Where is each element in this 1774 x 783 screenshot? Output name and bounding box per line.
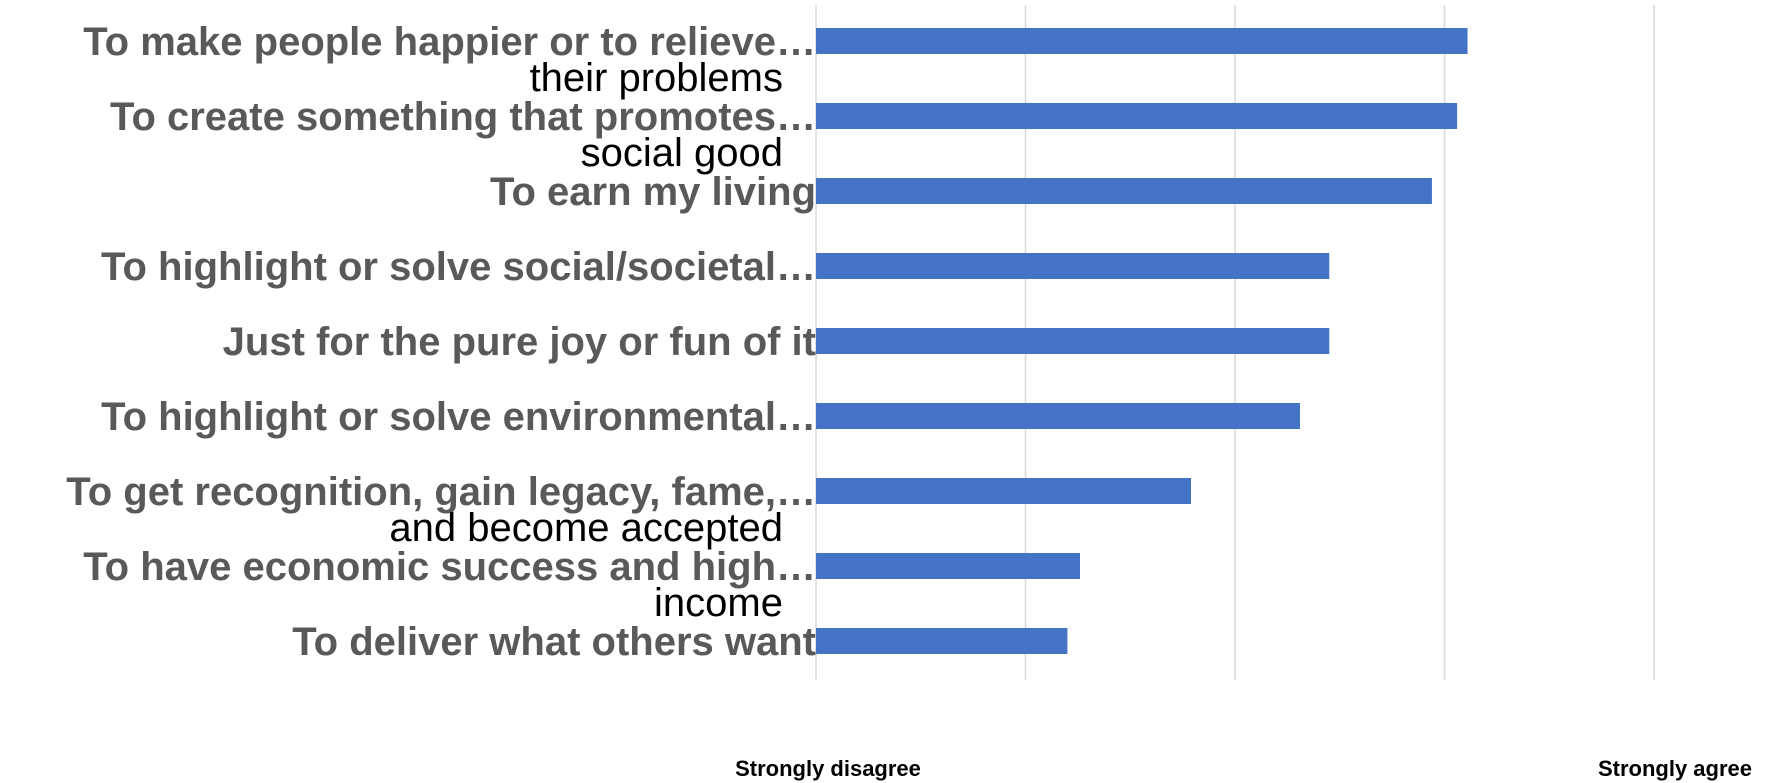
category-label-8: To deliver what others want [292,620,816,664]
x-axis-min-label: Strongly disagree [735,756,921,781]
category-label-3: To highlight or solve social/societal… [101,245,816,289]
bars [816,28,1468,654]
bar-7 [816,553,1080,579]
category-label-continuation-7: income [654,581,783,625]
category-label-continuation-6: and become accepted [389,506,783,550]
category-label-5: To highlight or solve environmental… [101,395,816,439]
bar-6 [816,478,1192,504]
bar-3 [816,253,1330,279]
bar-1 [816,103,1458,129]
bar-5 [816,403,1300,429]
bar-4 [816,328,1330,354]
category-label-0: To make people happier or to relieve… [83,20,816,64]
x-axis-max-label: Strongly agree [1598,756,1752,781]
bar-8 [816,628,1068,654]
category-label-7: To have economic success and high… [83,545,816,589]
x-axis: Strongly disagree Strongly agree [735,756,1752,781]
category-label-4: Just for the pure joy or fun of it [223,320,816,364]
category-labels: To make people happier or to relieve…the… [66,20,816,664]
bar-0 [816,28,1468,54]
category-label-continuation-1: social good [581,131,783,175]
category-label-2: To earn my living [490,170,816,214]
category-label-6: To get recognition, gain legacy, fame,… [66,470,816,514]
category-label-1: To create something that promotes… [110,95,816,139]
category-label-continuation-0: their problems [530,56,783,100]
bar-2 [816,178,1432,204]
